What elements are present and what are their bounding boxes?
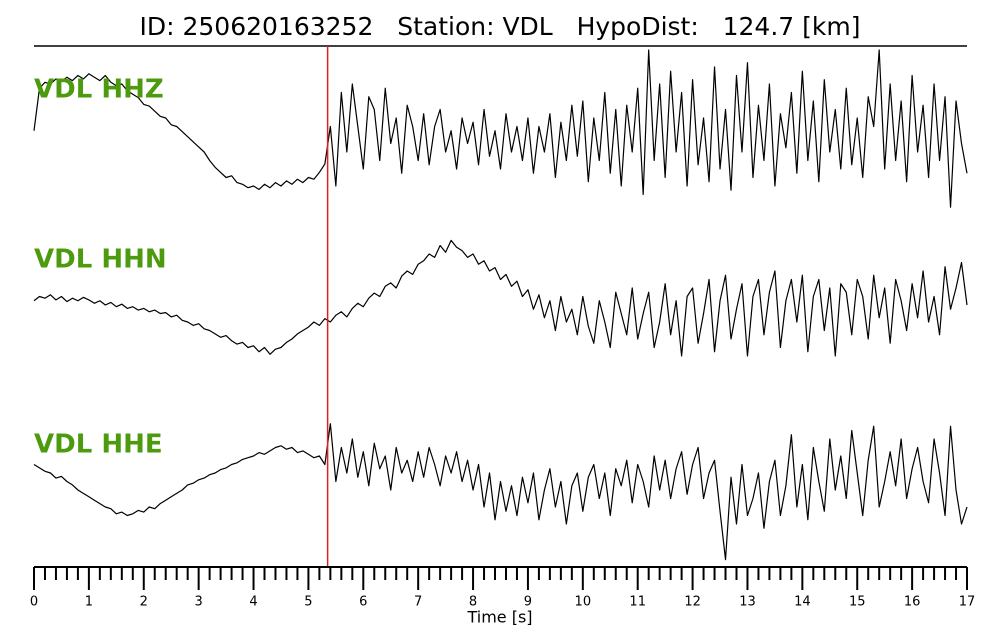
x-tick-label: 15 (849, 595, 866, 610)
trace-label: VDL HHE (34, 430, 163, 460)
trace (33, 239, 968, 357)
trace (33, 49, 968, 208)
x-tick-label: 5 (304, 595, 312, 610)
x-tick-label: 14 (794, 595, 811, 610)
trace-label: VDL HHN (34, 245, 167, 275)
x-tick-label: 12 (684, 595, 701, 610)
x-tick-label: 10 (575, 595, 592, 610)
x-axis-label: Time [s] (466, 608, 532, 627)
x-tick-label: 4 (249, 595, 257, 610)
x-tick-label: 6 (359, 595, 367, 610)
x-tick-label: 7 (414, 595, 422, 610)
x-tick-label: 0 (30, 595, 38, 610)
x-tick-label: 9 (524, 595, 532, 610)
x-tick-label: 2 (140, 595, 148, 610)
x-tick-label: 16 (904, 595, 921, 610)
x-tick-label: 13 (739, 595, 756, 610)
trace (33, 423, 968, 561)
x-tick-label: 3 (195, 595, 203, 610)
x-tick-label: 11 (629, 595, 646, 610)
x-tick-label: 1 (85, 595, 93, 610)
chart-title: ID: 250620163252 Station: VDL HypoDist: … (140, 12, 861, 41)
trace-label: VDL HHZ (34, 75, 164, 105)
x-tick-label: 17 (959, 595, 976, 610)
x-tick-label: 8 (469, 595, 477, 610)
